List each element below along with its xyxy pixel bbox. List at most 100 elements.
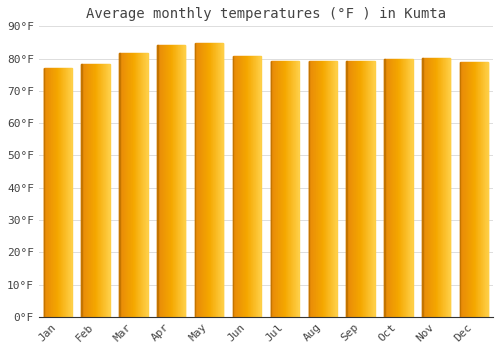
Bar [429, 58, 430, 317]
Bar [212, 43, 214, 317]
Bar [100, 64, 102, 317]
Bar [163, 45, 164, 317]
Bar [324, 61, 325, 317]
Bar [368, 61, 369, 317]
Bar [466, 62, 467, 317]
Bar [319, 61, 320, 317]
Bar [446, 58, 447, 317]
Bar [438, 58, 439, 317]
Bar [50, 68, 51, 317]
Bar [410, 59, 411, 317]
Bar [123, 53, 124, 317]
Bar [67, 68, 68, 317]
Bar [239, 56, 240, 317]
Bar [449, 58, 450, 317]
Bar [196, 43, 197, 317]
Bar [328, 61, 329, 317]
Bar [69, 68, 70, 317]
Bar [70, 68, 71, 317]
Bar [322, 61, 324, 317]
Bar [132, 53, 134, 317]
Bar [94, 64, 95, 317]
Bar [107, 64, 108, 317]
Bar [145, 53, 146, 317]
Bar [400, 59, 402, 317]
Bar [217, 43, 218, 317]
Bar [247, 56, 248, 317]
Bar [270, 61, 272, 317]
Bar [157, 45, 158, 317]
Bar [286, 61, 287, 317]
Bar [472, 62, 474, 317]
Bar [174, 45, 175, 317]
Bar [468, 62, 469, 317]
Bar [147, 53, 148, 317]
Bar [256, 56, 257, 317]
Bar [485, 62, 486, 317]
Bar [430, 58, 432, 317]
Bar [481, 62, 482, 317]
Bar [64, 68, 65, 317]
Bar [136, 53, 137, 317]
Bar [86, 64, 87, 317]
Bar [177, 45, 178, 317]
Bar [109, 64, 110, 317]
Bar [402, 59, 404, 317]
Bar [434, 58, 435, 317]
Bar [482, 62, 484, 317]
Bar [55, 68, 56, 317]
Bar [357, 61, 358, 317]
Bar [315, 61, 316, 317]
Bar [248, 56, 249, 317]
Bar [254, 56, 255, 317]
Bar [309, 61, 310, 317]
Bar [346, 61, 347, 317]
Bar [128, 53, 129, 317]
Bar [166, 45, 167, 317]
Bar [397, 59, 398, 317]
Bar [127, 53, 128, 317]
Bar [252, 56, 254, 317]
Title: Average monthly temperatures (°F ) in Kumta: Average monthly temperatures (°F ) in Ku… [86, 7, 446, 21]
Bar [278, 61, 279, 317]
Bar [199, 43, 200, 317]
Bar [246, 56, 247, 317]
Bar [66, 68, 67, 317]
Bar [144, 53, 145, 317]
Bar [395, 59, 396, 317]
Bar [310, 61, 312, 317]
Bar [330, 61, 331, 317]
Bar [138, 53, 139, 317]
Bar [255, 56, 256, 317]
Bar [406, 59, 407, 317]
Bar [95, 64, 96, 317]
Bar [448, 58, 449, 317]
Bar [295, 61, 296, 317]
Bar [479, 62, 480, 317]
Bar [46, 68, 47, 317]
Bar [209, 43, 210, 317]
Bar [259, 56, 260, 317]
Bar [218, 43, 219, 317]
Bar [423, 58, 424, 317]
Bar [104, 64, 105, 317]
Bar [272, 61, 273, 317]
Bar [235, 56, 236, 317]
Bar [427, 58, 428, 317]
Bar [384, 59, 385, 317]
Bar [210, 43, 212, 317]
Bar [464, 62, 465, 317]
Bar [126, 53, 127, 317]
Bar [445, 58, 446, 317]
Bar [185, 45, 186, 317]
Bar [140, 53, 141, 317]
Bar [120, 53, 122, 317]
Bar [88, 64, 89, 317]
Bar [99, 64, 100, 317]
Bar [222, 43, 224, 317]
Bar [258, 56, 259, 317]
Bar [277, 61, 278, 317]
Bar [90, 64, 92, 317]
Bar [390, 59, 392, 317]
Bar [159, 45, 160, 317]
